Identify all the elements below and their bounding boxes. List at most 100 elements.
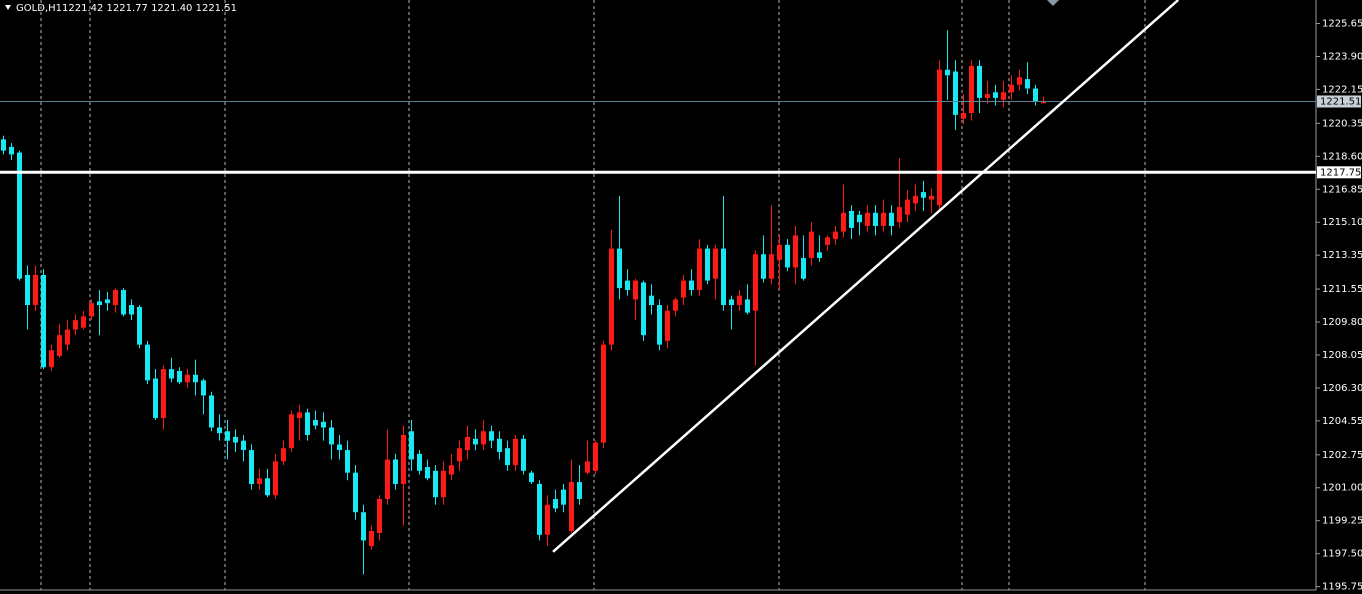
candle-body	[833, 231, 838, 240]
y-tick-label: 1216.85	[1322, 184, 1362, 195]
candle-body	[953, 71, 958, 115]
candle-body	[1001, 92, 1006, 100]
candle-body	[809, 231, 814, 258]
candle-body	[385, 459, 390, 500]
symbol: GOLD,H1	[16, 3, 62, 14]
candle-body	[273, 461, 278, 496]
candle-body	[785, 244, 790, 268]
candle-body	[897, 207, 902, 223]
candle-body	[753, 254, 758, 311]
candle-body	[761, 254, 766, 279]
candle-body	[89, 303, 94, 317]
candle-body	[601, 344, 606, 443]
plot	[0, 0, 1316, 575]
candle-body	[681, 280, 686, 298]
candle-body	[289, 414, 294, 449]
candle-body	[865, 212, 870, 226]
candle-body	[969, 65, 974, 113]
candle-body	[705, 248, 710, 281]
candle-body	[569, 482, 574, 532]
candle-body	[321, 421, 326, 428]
y-tick-label: 1220.35	[1322, 118, 1362, 129]
candle-body	[209, 395, 214, 428]
candle-body	[977, 65, 982, 98]
candle-body	[329, 427, 334, 445]
candle-body	[41, 274, 46, 368]
candle-body	[945, 69, 950, 76]
candle-body	[217, 427, 222, 434]
candle-body	[817, 252, 822, 258]
candle-body	[673, 299, 678, 311]
candle-body	[225, 431, 230, 441]
candle-body	[409, 431, 414, 460]
candle-body	[537, 483, 542, 535]
candle-body	[281, 448, 286, 462]
price-box	[1317, 95, 1361, 108]
price-box	[1317, 166, 1361, 179]
candle-body	[577, 482, 582, 500]
candle-body	[393, 459, 398, 484]
candle-body	[489, 431, 494, 441]
candle-body	[105, 299, 110, 304]
candle-body	[985, 94, 990, 98]
menu-arrow[interactable]	[5, 5, 11, 10]
candle-body	[9, 146, 14, 155]
period-separators	[40, 0, 1146, 590]
candle-body	[649, 295, 654, 306]
candle-body	[921, 192, 926, 198]
candle-body	[193, 374, 198, 383]
y-tick-label: 1197.50	[1322, 549, 1362, 560]
candle-body	[617, 248, 622, 289]
candle-body	[713, 248, 718, 279]
candle-body	[305, 412, 310, 436]
candle-body	[545, 504, 550, 535]
candle-body	[473, 438, 478, 445]
y-tick-label: 1208.05	[1322, 350, 1362, 361]
y-tick-label: 1202.75	[1322, 450, 1362, 461]
candle-body	[505, 448, 510, 466]
candle-body	[721, 248, 726, 306]
candle-body	[465, 436, 470, 451]
y-tick-label: 1223.90	[1322, 51, 1362, 62]
candle-body	[1041, 101, 1046, 104]
y-tick-label: 1222.15	[1322, 84, 1362, 95]
candle-body	[65, 329, 70, 345]
y-tick-label: 1195.75	[1322, 582, 1362, 593]
candle-body	[1033, 88, 1038, 102]
price-box-label: 1221.51	[1320, 97, 1361, 108]
candle-body	[169, 369, 174, 379]
candle-body	[265, 478, 270, 496]
candle-body	[249, 450, 254, 484]
candle-body	[513, 438, 518, 466]
y-tick-label: 1213.35	[1322, 250, 1362, 261]
y-tick-label: 1211.55	[1322, 284, 1362, 295]
candle-body	[441, 470, 446, 498]
candle-body	[401, 435, 406, 484]
candle-body	[745, 299, 750, 313]
candle-body	[633, 280, 638, 300]
scroll-marker	[1047, 0, 1059, 6]
y-tick-label: 1201.00	[1322, 483, 1362, 494]
candle-body	[1, 139, 6, 151]
candle-body	[457, 448, 462, 462]
y-tick-label: 1206.30	[1322, 383, 1362, 394]
candle-body	[825, 237, 830, 245]
candle-body	[993, 92, 998, 98]
y-tick-label: 1218.60	[1322, 151, 1362, 162]
candle-body	[377, 499, 382, 533]
candle-body	[177, 370, 182, 383]
candle-body	[801, 257, 806, 279]
candle-body	[793, 235, 798, 268]
candle-body	[345, 450, 350, 473]
y-tick-label: 1204.55	[1322, 416, 1362, 427]
candle-body	[729, 299, 734, 306]
candle-body	[737, 295, 742, 306]
candle-body	[361, 512, 366, 541]
candle-body	[697, 248, 702, 291]
candle-body	[553, 499, 558, 509]
candle-body	[841, 212, 846, 232]
candle-body	[609, 248, 614, 345]
y-tick-label: 1209.80	[1322, 317, 1362, 328]
candle-body	[777, 244, 782, 260]
